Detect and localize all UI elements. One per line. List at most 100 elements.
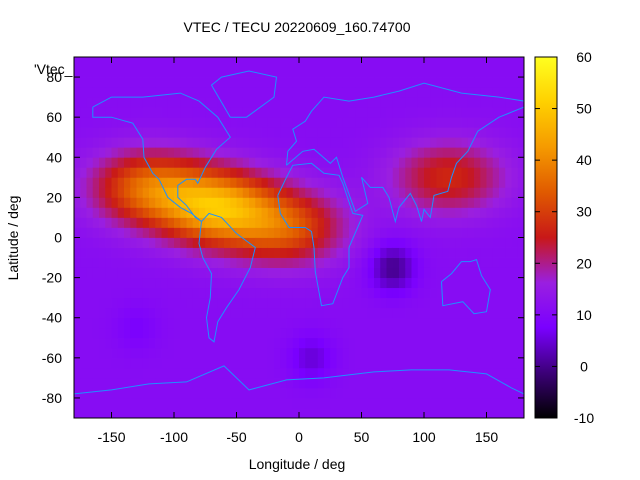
heatmap-cell [242,117,250,128]
heatmap-cell [374,287,381,299]
heatmap-cell [392,347,400,359]
heatmap-cell [136,297,144,309]
heatmap-cell [336,117,344,128]
heatmap-cell [80,307,87,319]
heatmap-cell [242,387,250,399]
heatmap-cell [86,177,94,188]
heatmap-cell [80,377,87,389]
heatmap-cell [474,237,481,248]
heatmap-cell [455,337,462,349]
heatmap-cell [424,117,431,128]
heatmap-cell [180,87,187,98]
heatmap-cell [330,97,337,108]
heatmap-cell [255,97,262,108]
heatmap-cell [424,127,431,138]
heatmap-cell [180,67,187,78]
heatmap-cell [261,297,269,309]
heatmap-cell [167,287,175,299]
heatmap-cell [211,157,219,168]
heatmap-cell [255,327,262,339]
heatmap-cell [511,267,519,279]
heatmap-cell [386,197,394,208]
heatmap-cell [461,67,469,78]
heatmap-cell [186,317,194,329]
heatmap-cell [517,397,525,409]
heatmap-cell [236,147,244,158]
heatmap-cell [392,177,400,188]
heatmap-cell [199,357,206,369]
heatmap-cell [480,407,487,419]
heatmap-cell [511,67,519,78]
heatmap-cell [324,337,331,349]
heatmap-cell [124,407,131,419]
heatmap-cell [92,117,100,128]
heatmap-cell [442,277,450,289]
heatmap-cell [349,337,356,349]
heatmap-cell [111,207,119,218]
heatmap-cell [311,77,319,88]
heatmap-cell [205,367,212,379]
heatmap-cell [517,177,525,188]
heatmap-cell [386,397,394,409]
heatmap-cell [424,137,431,148]
heatmap-cell [374,137,381,148]
heatmap-cell [167,357,175,369]
heatmap-cell [367,77,375,88]
heatmap-cell [167,127,175,138]
heatmap-cell [167,337,175,349]
heatmap-cell [249,237,256,248]
heatmap-cell [367,217,375,228]
heatmap-cell [217,77,225,88]
heatmap-cell [130,97,137,108]
heatmap-cell [80,177,87,188]
heatmap-cell [267,157,275,168]
heatmap-cell [86,327,94,339]
heatmap-cell [299,357,306,369]
heatmap-cell [111,127,119,138]
heatmap-cell [130,337,137,349]
heatmap-cell [399,147,406,158]
heatmap-cell [136,57,144,68]
heatmap-cell [180,367,187,379]
heatmap-cell [386,327,394,339]
heatmap-cell [211,337,219,349]
heatmap-cell [149,87,156,98]
heatmap-cell [249,157,256,168]
heatmap-cell [205,347,212,359]
heatmap-cell [136,157,144,168]
heatmap-cell [399,297,406,309]
heatmap-cell [155,217,162,228]
heatmap-cell [249,117,256,128]
heatmap-cell [149,217,156,228]
heatmap-cell [430,207,437,218]
heatmap-cell [492,307,500,319]
heatmap-cell [105,227,112,238]
heatmap-cell [174,197,181,208]
heatmap-cell [517,137,525,148]
heatmap-cell [449,227,456,238]
heatmap-cell [317,207,325,218]
heatmap-cell [336,397,344,409]
heatmap-cell [224,377,231,389]
heatmap-cell [386,217,394,228]
heatmap-cell [342,387,350,399]
heatmap-cell [330,147,337,158]
heatmap-cell [186,357,194,369]
heatmap-cell [136,87,144,98]
heatmap-cell [361,177,369,188]
heatmap-cell [230,57,237,68]
heatmap-cell [205,87,212,98]
heatmap-cell [417,367,425,379]
heatmap-cell [74,287,81,299]
heatmap-cell [417,327,425,339]
heatmap-cell [436,87,444,98]
heatmap-cell [305,237,312,248]
heatmap-cell [217,367,225,379]
heatmap-cell [311,297,319,309]
heatmap-cell [342,157,350,168]
heatmap-cell [455,407,462,419]
heatmap-cell [255,147,262,158]
heatmap-cell [211,117,219,128]
heatmap-cell [174,277,181,289]
heatmap-cell [305,397,312,409]
